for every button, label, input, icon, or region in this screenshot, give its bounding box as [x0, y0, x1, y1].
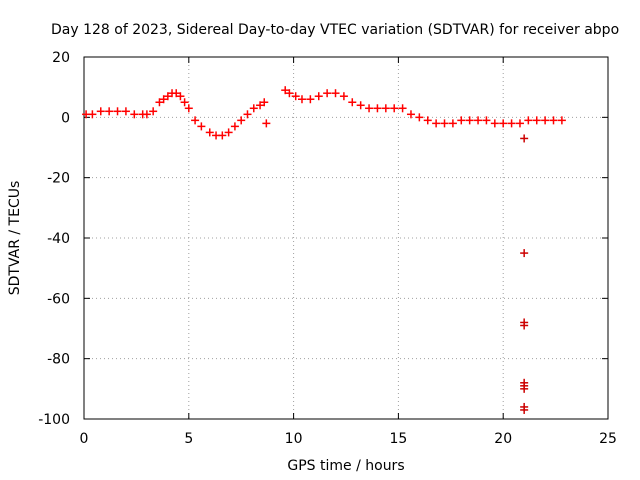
data-point — [339, 92, 348, 101]
y-tick-label: -100 — [38, 412, 70, 428]
y-tick-label: -60 — [47, 291, 70, 307]
x-tick-label: 20 — [494, 431, 512, 447]
data-point — [482, 116, 491, 125]
data-point — [256, 101, 265, 110]
data-point — [218, 131, 227, 140]
x-tick-labels: 0 5 10 15 20 25 — [80, 431, 617, 447]
data-point — [191, 116, 200, 125]
data-point — [524, 116, 533, 125]
data-point — [163, 92, 172, 101]
data-point — [520, 384, 529, 393]
data-point — [356, 101, 365, 110]
x-tick-label: 10 — [285, 431, 303, 447]
data-point — [297, 95, 306, 104]
y-axis-label: SDTVAR / TECUs — [7, 181, 23, 296]
data-point — [549, 116, 558, 125]
data-point — [172, 89, 181, 98]
data-point — [365, 104, 374, 113]
data-point — [96, 107, 105, 116]
data-point — [520, 405, 529, 414]
data-point — [205, 128, 214, 137]
data-point — [348, 98, 357, 107]
data-point — [155, 98, 164, 107]
data-point — [105, 107, 114, 116]
y-tick-label: 0 — [61, 110, 70, 126]
data-point — [262, 119, 271, 128]
data-point — [249, 104, 258, 113]
data-point — [406, 110, 415, 119]
data-point — [440, 119, 449, 128]
data-point — [557, 116, 566, 125]
x-tick-label: 15 — [389, 431, 407, 447]
y-tick-label: -80 — [47, 352, 70, 368]
data-point — [230, 122, 239, 131]
data-point — [490, 119, 499, 128]
data-point — [499, 119, 508, 128]
data-point — [285, 89, 294, 98]
x-tick-label: 5 — [184, 431, 193, 447]
data-point — [432, 119, 441, 128]
y-tick-label: -20 — [47, 171, 70, 187]
y-tick-labels: -100 -80 -60 -40 -20 0 20 — [38, 50, 70, 428]
data-point — [448, 119, 457, 128]
data-point — [306, 95, 315, 104]
data-point — [541, 116, 550, 125]
data-point — [507, 119, 516, 128]
data-point — [237, 116, 246, 125]
y-tick-label: 20 — [52, 50, 70, 66]
x-tick-label: 0 — [80, 431, 89, 447]
data-point — [197, 122, 206, 131]
data-point — [314, 92, 323, 101]
grid-lines — [84, 57, 608, 419]
data-point — [184, 104, 193, 113]
data-point — [457, 116, 466, 125]
chart-title: Day 128 of 2023, Sidereal Day-to-day VTE… — [51, 22, 619, 38]
data-point — [281, 86, 290, 95]
axis-ticks — [83, 56, 609, 420]
data-point — [180, 98, 189, 107]
data-point — [398, 104, 407, 113]
data-point — [149, 107, 158, 116]
data-point — [159, 95, 168, 104]
data-point — [474, 116, 483, 125]
data-point — [423, 116, 432, 125]
data-point — [121, 107, 130, 116]
data-point — [291, 92, 300, 101]
data-point — [331, 89, 340, 98]
y-tick-label: -40 — [47, 231, 70, 247]
data-point — [415, 113, 424, 122]
data-point — [113, 107, 122, 116]
plot-frame — [83, 56, 609, 420]
data-point — [176, 92, 185, 101]
data-point — [520, 249, 529, 258]
data-point — [373, 104, 382, 113]
data-point — [260, 98, 269, 107]
data-point — [142, 110, 151, 119]
x-axis-label: GPS time / hours — [287, 458, 404, 474]
x-tick-label: 25 — [599, 431, 617, 447]
data-point — [323, 89, 332, 98]
data-point — [381, 104, 390, 113]
data-point — [515, 119, 524, 128]
data-point — [390, 104, 399, 113]
data-point — [520, 321, 529, 330]
data-point — [465, 116, 474, 125]
data-point — [224, 128, 233, 137]
data-point — [520, 134, 529, 143]
data-point — [130, 110, 139, 119]
data-point — [88, 110, 97, 119]
data-point — [532, 116, 541, 125]
data-point — [243, 110, 252, 119]
data-points — [82, 86, 566, 414]
